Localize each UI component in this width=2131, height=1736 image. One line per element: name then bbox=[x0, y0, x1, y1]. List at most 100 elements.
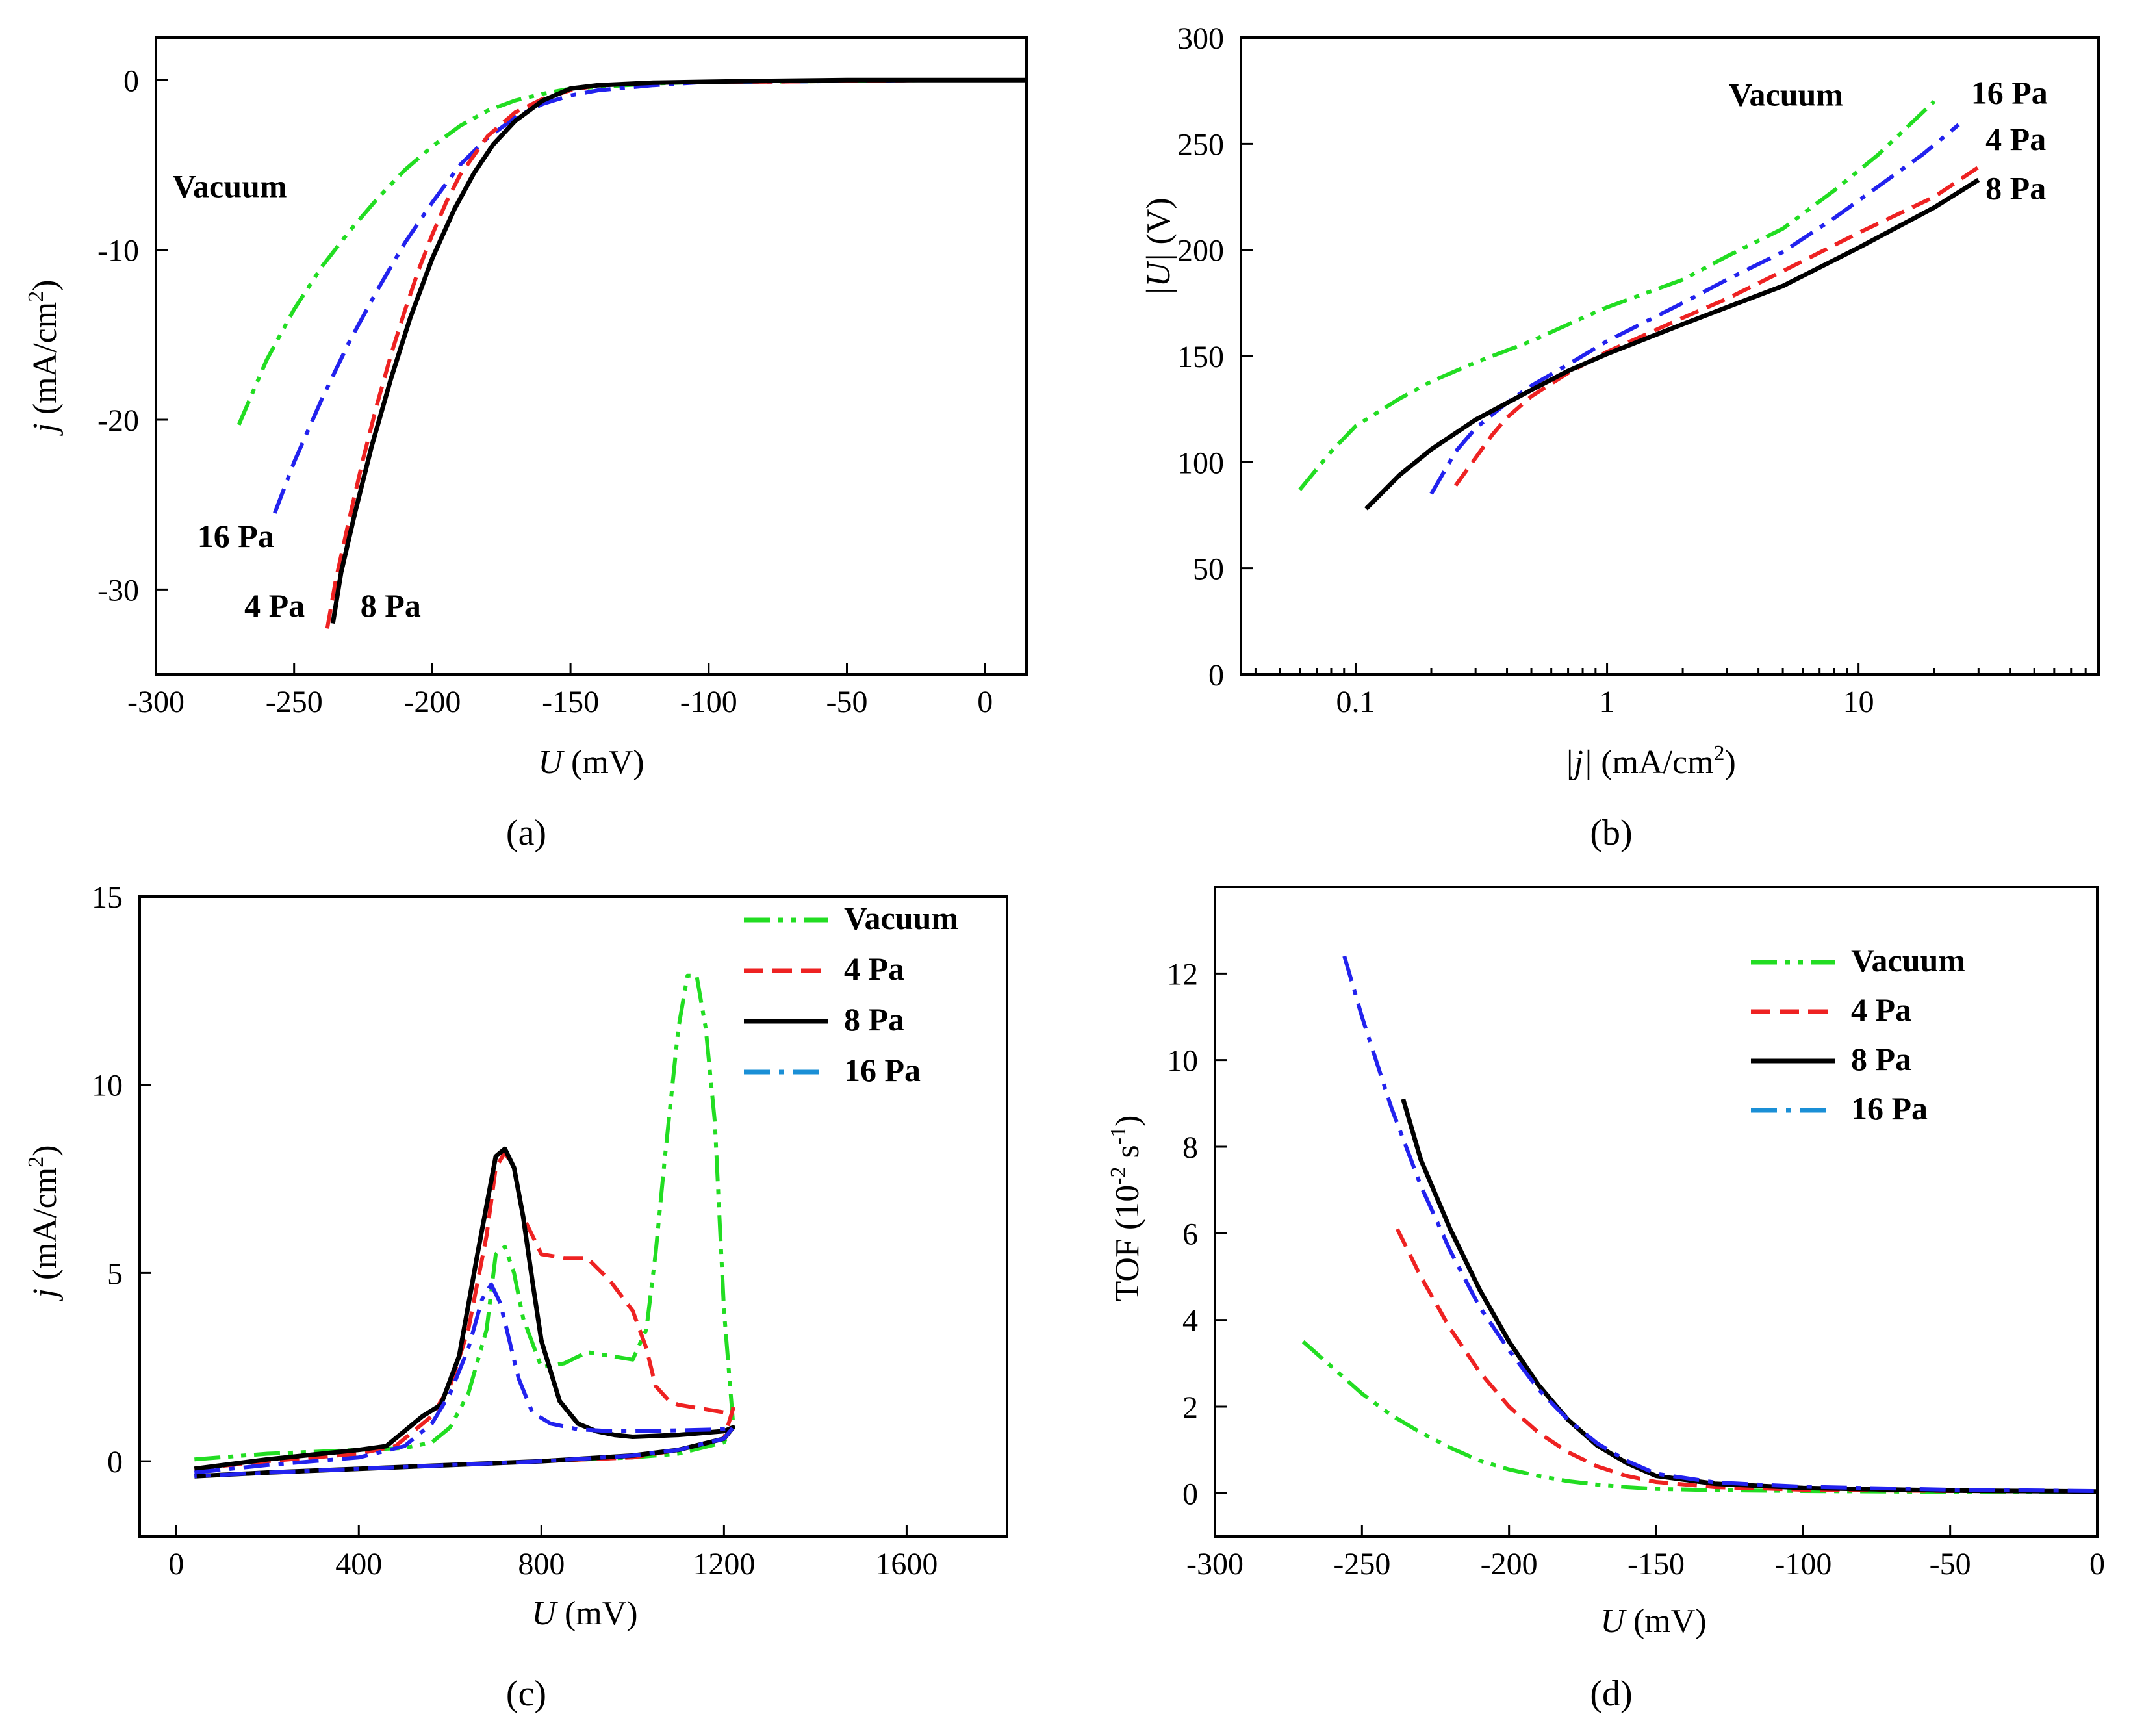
panel-d: -300 -250 -200 -150 -100 -50 0 0 2 4 6 8 10 12 Vacuum… bbox=[1106, 886, 2105, 1714]
panel-c: 0 400 800 1200 1600 0 5 10 15 Vacuum 4 Pa 8 Pa 16 P… bbox=[24, 880, 1008, 1714]
panel-c-xtick-label: 0 bbox=[168, 1547, 184, 1581]
panel-a-xtick-label: -250 bbox=[266, 685, 323, 719]
panel-b-annotation: 16 Pa bbox=[1971, 74, 2048, 110]
panel-c-xtick-label: 1200 bbox=[693, 1547, 755, 1581]
panel-d-xlabel: U (mV) bbox=[1600, 1603, 1706, 1640]
panel-d-ticks: -300 -250 -200 -150 -100 -50 0 0 2 4 6 8 10 12 bbox=[1167, 957, 2105, 1581]
panel-b-ytick-label: 0 bbox=[1208, 658, 1224, 693]
panel-b-series bbox=[1298, 99, 1980, 511]
panel-c-ytick-label: 0 bbox=[107, 1445, 123, 1479]
panel-b-ytick-label: 50 bbox=[1193, 552, 1224, 587]
panel-d-xtick-label: -100 bbox=[1774, 1547, 1831, 1581]
panel-d-series-4-pa bbox=[1396, 1228, 2097, 1494]
panel-b-caption: (b) bbox=[1590, 813, 1632, 853]
panel-b-xtick-label: 0.1 bbox=[1336, 685, 1375, 719]
panel-b-ytick-label: 200 bbox=[1177, 234, 1224, 268]
panel-c-ticks: 0 400 800 1200 1600 0 5 10 15 bbox=[92, 880, 938, 1581]
panel-b-series-vacuum bbox=[1298, 99, 1936, 491]
panel-b-xlabel: |j| (mA/cm2) bbox=[1564, 741, 1736, 781]
panel-d-ytick-label: 4 bbox=[1182, 1304, 1198, 1338]
panel-a-annotations: Vacuum 16 Pa 4 Pa 8 Pa bbox=[173, 168, 421, 624]
panel-c-xtick-label: 400 bbox=[335, 1547, 382, 1581]
panel-b-plot-frame bbox=[1240, 36, 2100, 676]
panel-b-ytick-label: 250 bbox=[1177, 127, 1224, 162]
panel-a-xtick-label: 0 bbox=[977, 685, 993, 719]
panel-a-series-16-pa bbox=[273, 78, 1027, 514]
panel-a-series-4-pa bbox=[325, 78, 1027, 629]
panel-a-xlabel: U (mV) bbox=[538, 744, 644, 781]
panel-d-legend-label: 8 Pa bbox=[1851, 1041, 1911, 1077]
panel-d-xtick-label: -250 bbox=[1333, 1547, 1390, 1581]
panel-c-series-4-pa bbox=[194, 1151, 735, 1479]
panel-b-xtick-label: 10 bbox=[1843, 685, 1874, 719]
panel-b-xtick-label: 1 bbox=[1600, 685, 1615, 719]
panel-c-legend-label: Vacuum bbox=[844, 900, 958, 936]
panel-b-series-8-pa bbox=[1364, 177, 1980, 511]
panel-a-ytick-label: -10 bbox=[97, 234, 139, 268]
panel-c-ytick-label: 5 bbox=[107, 1257, 123, 1291]
panel-c-legend: Vacuum 4 Pa 8 Pa 16 Pa bbox=[744, 900, 958, 1088]
panel-a-xtick-label: -50 bbox=[826, 685, 867, 719]
panel-a-series bbox=[236, 77, 1027, 629]
panel-d-series-clip bbox=[1301, 955, 2097, 1494]
panel-c-legend-label: 8 Pa bbox=[844, 1001, 904, 1038]
panel-d-series-16-pa bbox=[1342, 955, 2097, 1493]
panel-d-ytick-label: 6 bbox=[1182, 1217, 1198, 1251]
panel-a-ytick-label: 0 bbox=[123, 64, 139, 98]
panel-c-legend-label: 4 Pa bbox=[844, 951, 904, 987]
panel-b-ytick-label: 150 bbox=[1177, 340, 1224, 374]
panel-c-ylabel: j (mA/cm2) bbox=[24, 1145, 64, 1301]
panel-a-plot-frame bbox=[155, 36, 1028, 676]
panel-b-annotation: 8 Pa bbox=[1985, 170, 2046, 206]
panel-d-xtick-label: -50 bbox=[1930, 1547, 1971, 1581]
panel-d-ytick-label: 2 bbox=[1182, 1390, 1198, 1425]
panel-c-series bbox=[194, 973, 735, 1479]
panel-d-ytick-label: 12 bbox=[1167, 957, 1198, 991]
panel-d-ylabel: TOF (10-2 s-1) bbox=[1106, 1116, 1146, 1302]
panel-b-series-4-pa bbox=[1454, 165, 1980, 487]
panel-c-xtick-label: 1600 bbox=[875, 1547, 938, 1581]
panel-d-caption: (d) bbox=[1590, 1674, 1632, 1714]
panel-a-series-8-pa bbox=[330, 77, 1027, 624]
panel-b-ytick-label: 100 bbox=[1177, 446, 1224, 480]
panel-d-ytick-label: 0 bbox=[1182, 1477, 1198, 1511]
panel-a-xtick-label: -300 bbox=[127, 685, 185, 719]
panel-c-series-clip bbox=[194, 973, 735, 1479]
panel-c-series-8-pa bbox=[194, 1146, 735, 1479]
panel-a-ytick-label: -20 bbox=[97, 403, 139, 438]
panel-a-ylabel: j (mA/cm2) bbox=[24, 279, 64, 436]
panel-a-xtick-label: -200 bbox=[403, 685, 461, 719]
panel-b-series-16-pa bbox=[1429, 123, 1960, 495]
panel-c-xlabel: U (mV) bbox=[531, 1595, 637, 1632]
panel-a-series-clip bbox=[236, 77, 1027, 629]
panel-c-ytick-label: 15 bbox=[92, 880, 123, 915]
panel-c-series-vacuum bbox=[194, 973, 735, 1479]
panel-b-annotation: Vacuum bbox=[1729, 77, 1843, 113]
panel-c-plot-frame bbox=[138, 895, 1008, 1538]
panel-d-xtick-label: -150 bbox=[1627, 1547, 1685, 1581]
panel-d-legend-label: 16 Pa bbox=[1851, 1090, 1928, 1127]
panel-a-annotation: Vacuum bbox=[173, 168, 287, 205]
panel-c-legend-label: 16 Pa bbox=[844, 1052, 921, 1088]
panel-b-annotation: 4 Pa bbox=[1985, 121, 2046, 157]
panel-a-xtick-label: -150 bbox=[542, 685, 599, 719]
panel-d-series-vacuum bbox=[1301, 1340, 2097, 1494]
panel-b-series-clip bbox=[1298, 99, 1980, 511]
panel-a-caption: (a) bbox=[506, 813, 546, 853]
panel-a-annotation: 8 Pa bbox=[361, 587, 421, 624]
panel-a-xtick-label: -100 bbox=[680, 685, 737, 719]
panel-d-xtick-label: -200 bbox=[1481, 1547, 1538, 1581]
panel-a-ytick-label: -30 bbox=[97, 573, 139, 607]
panel-d-ytick-label: 10 bbox=[1167, 1044, 1198, 1079]
panel-a-annotation: 16 Pa bbox=[198, 518, 274, 554]
panel-b-ytick-label: 300 bbox=[1177, 21, 1224, 56]
panel-d-xtick-label: -300 bbox=[1186, 1547, 1244, 1581]
panel-d-xtick-label: 0 bbox=[2089, 1547, 2105, 1581]
panel-d-legend-label: 4 Pa bbox=[1851, 991, 1911, 1028]
panel-c-caption: (c) bbox=[506, 1674, 546, 1714]
panel-d-legend-label: Vacuum bbox=[1851, 942, 1965, 978]
panel-b-annotations: Vacuum 16 Pa 4 Pa 8 Pa bbox=[1729, 74, 2048, 206]
panel-a: -300 -250 -200 -150 -100 -50 0 0 -10 -20 -30 Vacuu… bbox=[24, 36, 1028, 853]
